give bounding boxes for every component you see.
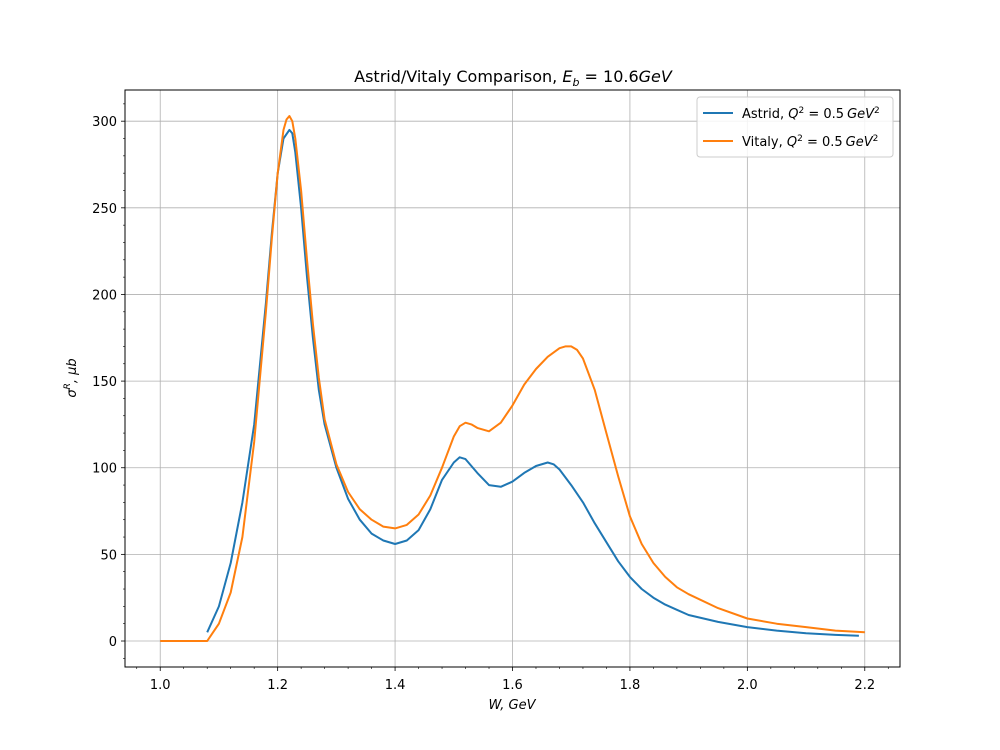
x-tick-label: 1.0: [150, 678, 171, 693]
x-tick-label: 1.2: [267, 678, 288, 693]
series-lines: [160, 115, 865, 642]
x-tick-label: 2.0: [737, 678, 758, 693]
plot-area: [124, 89, 901, 668]
y-tick-label: 200: [92, 288, 117, 303]
x-tick-label: 1.4: [385, 678, 406, 693]
legend-entry-vitaly: Vitaly, Q2 = 0.5 GeV2: [703, 134, 878, 150]
y-tick-label: 100: [92, 462, 117, 477]
x-tick-label: 1.8: [620, 678, 641, 693]
legend-entry-astrid: Astrid, Q2 = 0.5 GeV2: [703, 106, 880, 122]
x-tick-label: 2.2: [854, 678, 875, 693]
chart-title: Astrid/Vitaly Comparison, Eb = 10.6GeV: [354, 67, 673, 89]
x-axis: 1.0 1.2 1.4 1.6 1.8 2.0 2.2: [136, 667, 889, 693]
legend-label-astrid: Astrid, Q2 = 0.5 GeV2: [742, 106, 880, 122]
legend-box: [696, 96, 894, 158]
legend: Astrid, Q2 = 0.5 GeV2 Vitaly, Q2 = 0.5 GeV…: [696, 96, 894, 158]
y-axis: 0 50 100 150 200 250 300: [92, 103, 125, 659]
x-tick-label: 1.6: [502, 678, 523, 693]
y-tick-label: 50: [100, 548, 117, 563]
y-axis-label: σR, μb: [63, 358, 80, 397]
grid-lines: [125, 90, 900, 667]
x-axis-label: W, GeV: [488, 698, 536, 713]
series-line-astrid: [206, 128, 859, 637]
y-tick-label: 150: [92, 375, 117, 390]
y-tick-label: 0: [109, 635, 117, 650]
y-tick-label: 250: [92, 202, 117, 217]
series-line-vitaly: [160, 115, 865, 642]
y-tick-label: 300: [92, 115, 117, 130]
legend-label-vitaly: Vitaly, Q2 = 0.5 GeV2: [742, 134, 878, 150]
